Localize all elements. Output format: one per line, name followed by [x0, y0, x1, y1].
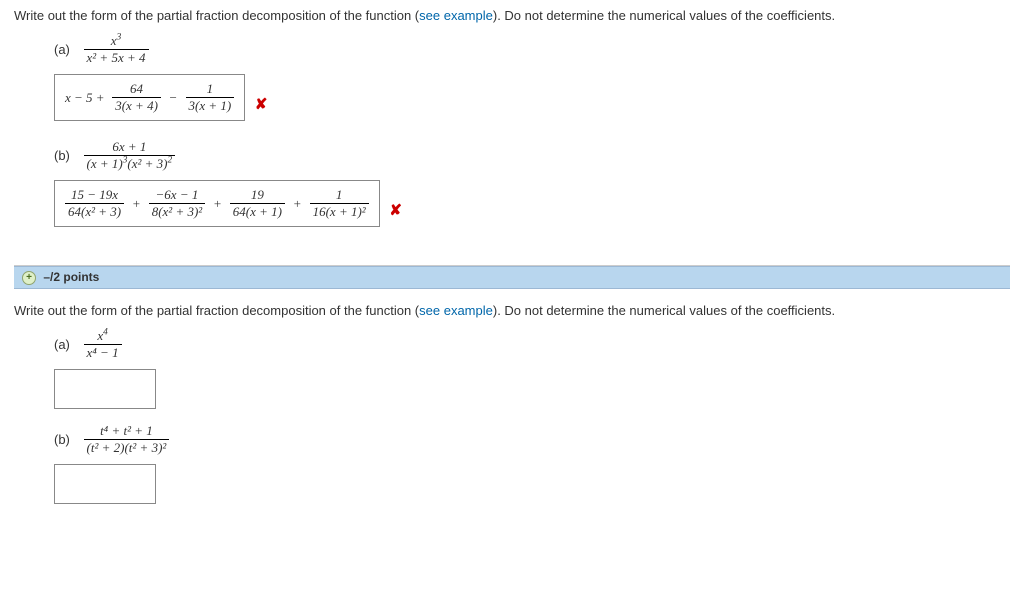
q1b-f4: 1 16(x + 1)²	[310, 187, 369, 220]
q1b-f2-num: −6x − 1	[149, 187, 206, 204]
q1-example-link[interactable]: see example	[419, 8, 493, 23]
q1b-f2-den: 8(x² + 3)²	[149, 204, 206, 220]
q1a-expression: x3 x² + 5x + 4	[84, 33, 149, 66]
q1b-op1: +	[128, 196, 145, 212]
q2-prompt-post: ). Do not determine the numerical values…	[493, 303, 835, 318]
q1b-num: 6x + 1	[84, 139, 176, 156]
q1a-f2-den: 3(x + 1)	[186, 98, 235, 114]
q2-prompt: Write out the form of the partial fracti…	[14, 303, 1010, 318]
q2b-num: t⁴ + t² + 1	[84, 423, 170, 440]
q1b-f4-num: 1	[310, 187, 369, 204]
q1b-wrong-icon: ✘	[389, 202, 402, 219]
q1b-answer-box[interactable]: 15 − 19x 64(x² + 3) + −6x − 1 8(x² + 3)²…	[54, 180, 380, 227]
q1a-f2-num: 1	[186, 81, 235, 98]
q1b-row: (b) 6x + 1 (x + 1)3(x² + 3)2	[54, 139, 1010, 172]
q1a-answer-box[interactable]: x − 5 + 64 3(x + 4) − 1 3(x + 1)	[54, 74, 245, 121]
q1b-f3: 19 64(x + 1)	[230, 187, 285, 220]
q1b-den-exp2: 2	[168, 156, 173, 166]
q1a-answer-row: x − 5 + 64 3(x + 4) − 1 3(x + 1) ✘	[14, 72, 1010, 135]
q1a-row: (a) x3 x² + 5x + 4	[54, 33, 1010, 66]
q1a-op1: −	[165, 90, 182, 106]
q1a-num-exp: 3	[117, 33, 122, 43]
q1b-answer-row: 15 − 19x 64(x² + 3) + −6x − 1 8(x² + 3)²…	[14, 178, 1010, 241]
q1b-f3-num: 19	[230, 187, 285, 204]
q1a-wrong-icon: ✘	[255, 96, 268, 113]
q1b-f4-den: 16(x + 1)²	[310, 204, 369, 220]
points-text: –/2 points	[43, 270, 99, 284]
q2a-label: (a)	[54, 337, 70, 352]
q2b-answer-row	[14, 462, 1010, 518]
q1-prompt-post: ). Do not determine the numerical values…	[493, 8, 835, 23]
q2a-row: (a) x4 x⁴ − 1	[54, 328, 1010, 361]
q1b-expression: 6x + 1 (x + 1)3(x² + 3)2	[84, 139, 176, 172]
q1a-ans-lead: x − 5 +	[65, 90, 105, 105]
q2b-row: (b) t⁴ + t² + 1 (t² + 2)(t² + 3)²	[54, 423, 1010, 456]
q1b-den-mid: (x² + 3)	[127, 156, 167, 171]
q2b-expression: t⁴ + t² + 1 (t² + 2)(t² + 3)²	[84, 423, 170, 456]
q2a-num-exp: 4	[103, 328, 108, 338]
q2b-answer-box[interactable]	[54, 464, 156, 504]
q1b-f2: −6x − 1 8(x² + 3)²	[149, 187, 206, 220]
q1a-f1-num: 64	[112, 81, 161, 98]
q2b-den: (t² + 2)(t² + 3)²	[84, 440, 170, 456]
q1b-op3: +	[289, 196, 306, 212]
q1-prompt: Write out the form of the partial fracti…	[14, 8, 1010, 23]
q2-prompt-pre: Write out the form of the partial fracti…	[14, 303, 419, 318]
q2b-label: (b)	[54, 432, 70, 447]
q2-example-link[interactable]: see example	[419, 303, 493, 318]
q2a-expression: x4 x⁴ − 1	[84, 328, 122, 361]
q1b-f1-num: 15 − 19x	[65, 187, 124, 204]
q1-prompt-pre: Write out the form of the partial fracti…	[14, 8, 419, 23]
q1b-f1: 15 − 19x 64(x² + 3)	[65, 187, 124, 220]
q1a-f1: 64 3(x + 4)	[112, 81, 161, 114]
q1b-op2: +	[209, 196, 226, 212]
expand-icon[interactable]: +	[22, 271, 36, 285]
q1a-f1-den: 3(x + 4)	[112, 98, 161, 114]
q1b-label: (b)	[54, 148, 70, 163]
q1a-den: x² + 5x + 4	[84, 50, 149, 66]
points-bar: + –/2 points	[14, 266, 1010, 289]
q1a-f2: 1 3(x + 1)	[186, 81, 235, 114]
q1a-label: (a)	[54, 42, 70, 57]
q1b-f1-den: 64(x² + 3)	[65, 204, 124, 220]
q2a-den: x⁴ − 1	[84, 345, 122, 361]
q2a-answer-box[interactable]	[54, 369, 156, 409]
q2a-answer-row	[14, 367, 1010, 423]
q1b-den-pre: (x + 1)	[87, 156, 123, 171]
q1b-f3-den: 64(x + 1)	[230, 204, 285, 220]
